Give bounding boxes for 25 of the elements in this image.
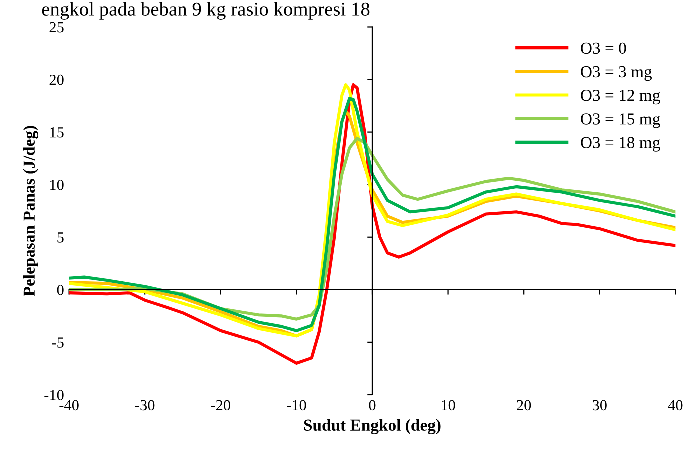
y-tick-label: -5: [52, 338, 64, 348]
legend-label: O3 = 0: [581, 42, 626, 54]
x-tick-label: 30: [592, 400, 607, 411]
x-tick-label: 40: [668, 400, 683, 411]
x-tick-label: -20: [211, 400, 230, 411]
y-tick-label: 5: [58, 232, 64, 243]
y-tick-label: 25: [50, 22, 64, 33]
y-tick-label: 15: [50, 128, 64, 138]
x-tick-label: 10: [442, 400, 456, 411]
y-axis-title: Pelepasan Panas (J/deg): [23, 126, 39, 296]
x-tick-label: -30: [135, 400, 155, 411]
x-tick-label: 0: [369, 400, 376, 411]
y-tick-label: 20: [50, 74, 64, 86]
legend-label: O3 = 12 mg: [581, 90, 660, 105]
legend-label: O3 = 3 mg: [581, 66, 652, 82]
y-tick-label: -10: [44, 390, 64, 400]
x-tick-label: 20: [517, 400, 532, 411]
chart-title: engkol pada beban 9 kg rasio kompresi 18: [42, 2, 370, 20]
x-axis-title: Sudut Engkol (deg): [304, 419, 441, 434]
x-tick-label: -40: [60, 400, 79, 411]
y-tick-label: 10: [50, 180, 64, 190]
x-tick-label: -10: [287, 400, 306, 411]
legend-label: O3 = 15 mg: [581, 114, 660, 128]
legend-label: O3 = 18 mg: [581, 137, 660, 152]
y-tick-label: 0: [57, 285, 64, 296]
